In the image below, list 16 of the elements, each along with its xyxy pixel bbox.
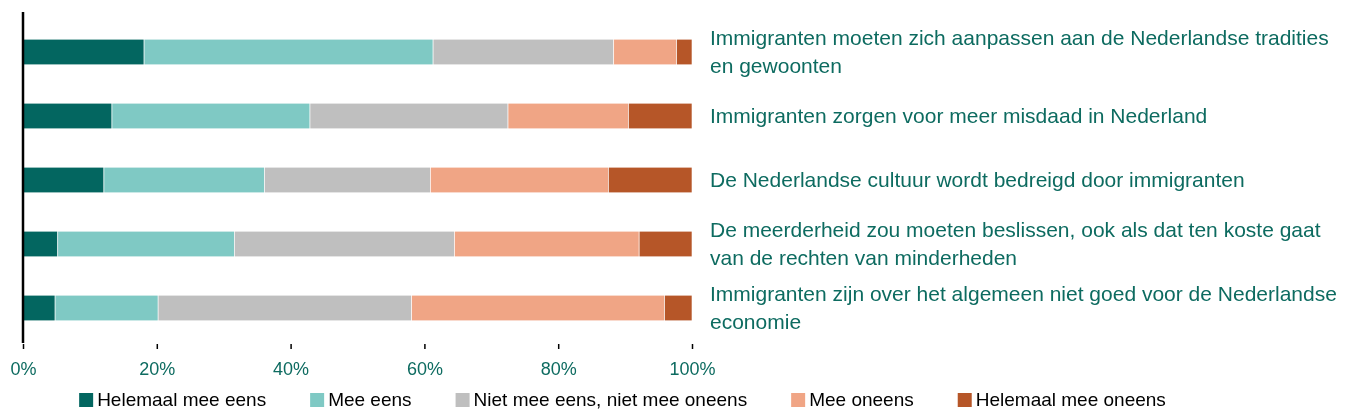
legend-label: Mee eens bbox=[328, 389, 412, 410]
x-tick-label: 40% bbox=[273, 358, 310, 379]
y-tick-label: De Nederlandse cultuur wordt bedreigd door immigranten bbox=[710, 168, 1245, 191]
x-tick-label: 80% bbox=[540, 358, 577, 379]
x-tick-label: 20% bbox=[139, 358, 176, 379]
legend-label: Mee oneens bbox=[809, 389, 914, 410]
y-tick-label: Immigranten moeten zich aanpassen aan de Nederlandse tradities en gewoonten bbox=[710, 26, 1329, 77]
legend-label: Niet mee eens, niet mee oneens bbox=[473, 389, 748, 410]
legend-label: Helemaal mee oneens bbox=[975, 389, 1166, 410]
y-tick-label: Immigranten zijn over het algemeen niet goed voor de Nederlandse economie bbox=[710, 282, 1337, 333]
x-tick-label: 0% bbox=[10, 358, 37, 379]
y-tick-label: De meerderheid zou moeten beslissen, ook als dat ten koste gaat van de rechten van minderheden bbox=[710, 218, 1321, 269]
x-tick-label: 60% bbox=[406, 358, 443, 379]
legend-label: Helemaal mee eens bbox=[97, 389, 267, 410]
x-tick-label: 100% bbox=[669, 358, 716, 379]
y-tick-label: Immigranten zorgen voor meer misdaad in Nederland bbox=[710, 104, 1208, 127]
